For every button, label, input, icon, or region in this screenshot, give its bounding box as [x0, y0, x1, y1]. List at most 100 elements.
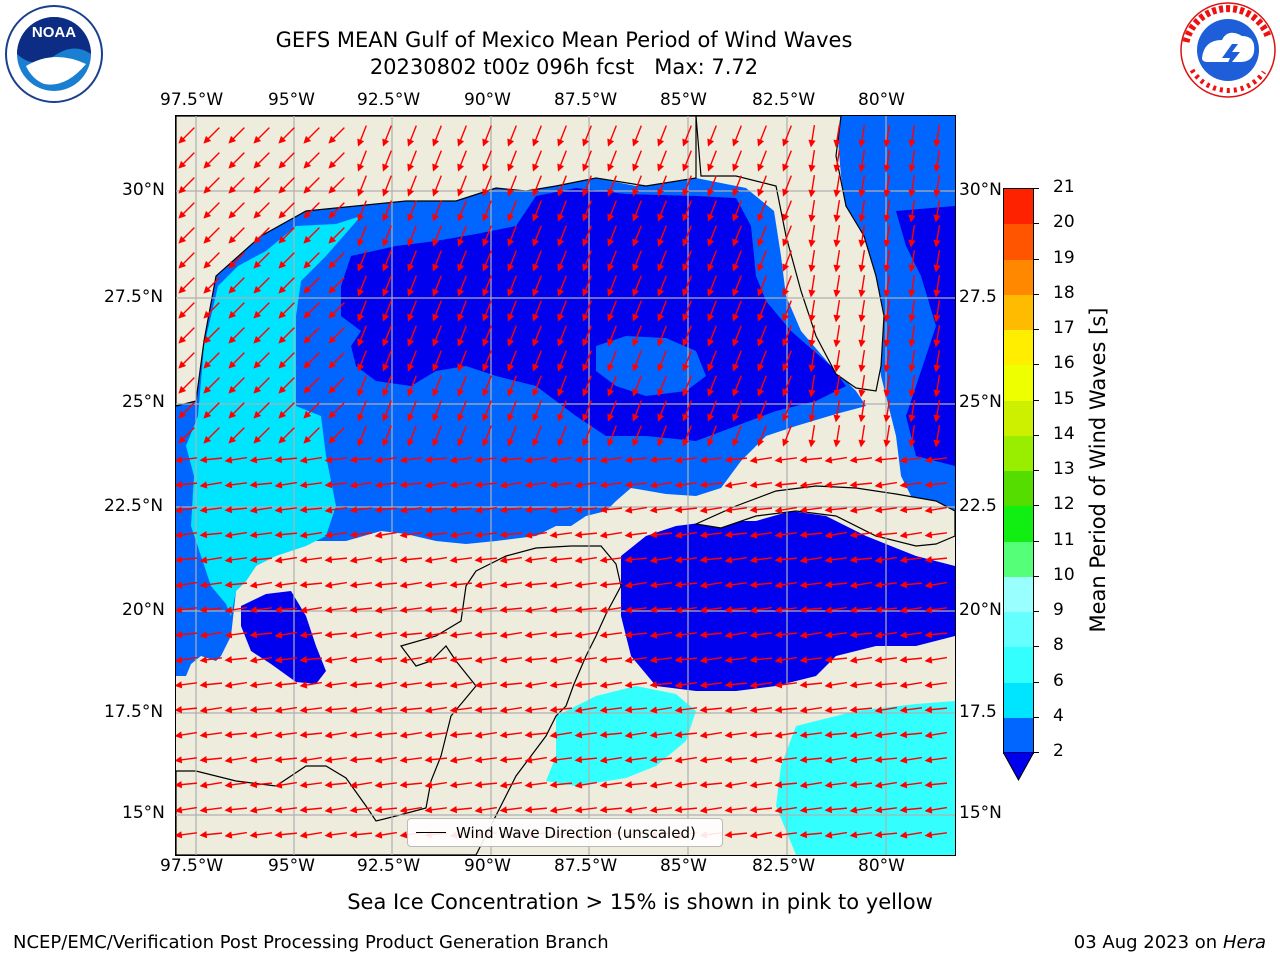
wave-arrow [378, 807, 398, 811]
wave-arrow-head [824, 655, 833, 664]
wave-arrow [303, 782, 323, 786]
wave-arrow [181, 227, 195, 241]
wave-arrow [878, 832, 898, 836]
wave-arrow-head [782, 338, 790, 347]
wave-arrow [256, 402, 270, 416]
wave-arrow-head [407, 413, 415, 422]
wave-arrow-head [808, 139, 816, 148]
wave-arrow [281, 227, 295, 241]
wave-arrow [359, 300, 367, 318]
wave-arrow-head [632, 188, 640, 197]
wave-arrow-head [707, 438, 715, 447]
wave-arrow-head [649, 706, 658, 714]
wave-arrow-head [582, 363, 590, 372]
wave-arrow [609, 425, 617, 443]
wave-arrow [678, 582, 698, 586]
wave-arrow-head [924, 731, 933, 739]
wave-arrow [354, 481, 372, 487]
wave-arrow [653, 657, 673, 661]
wave-arrow [503, 682, 523, 686]
wave-arrow [853, 757, 873, 761]
wave-arrow [478, 707, 498, 711]
wave-arrow [784, 425, 792, 443]
wave-arrow-head [228, 135, 237, 144]
wave-arrow [835, 300, 841, 318]
wave-arrow [854, 656, 872, 662]
wave-arrow-head [557, 263, 565, 272]
wave-arrow-head [699, 456, 708, 464]
wave-arrow-head [649, 806, 658, 814]
wave-arrow-head [224, 655, 233, 664]
wave-arrow [459, 275, 467, 293]
wave-arrow-head [707, 338, 715, 347]
wave-arrow-head [178, 210, 187, 219]
wave-arrow [853, 607, 873, 611]
wave-arrow-head [682, 263, 690, 272]
wave-arrow [528, 582, 548, 586]
wave-arrow-head [682, 163, 690, 172]
wave-arrow-head [649, 731, 658, 739]
wave-arrow [484, 350, 492, 368]
wave-arrow [584, 275, 592, 293]
colorbar-tick-mark [1033, 752, 1039, 753]
wave-arrow [929, 806, 947, 812]
wave-arrow-head [599, 505, 608, 514]
wave-arrow [628, 532, 648, 536]
wave-arrow-head [299, 531, 308, 539]
colorbar-tick-mark [1033, 399, 1039, 401]
wave-arrow-head [724, 755, 733, 764]
wave-arrow [278, 682, 298, 686]
wave-arrow-head [424, 556, 433, 564]
wave-arrow-head [524, 756, 533, 764]
wave-arrow [784, 175, 792, 193]
wave-arrow-head [224, 706, 233, 714]
wave-arrow-head [228, 260, 237, 269]
wave-arrow-head [382, 238, 390, 247]
wave-arrow-head [574, 680, 583, 689]
wave-arrow [254, 806, 272, 812]
wave-arrow [478, 482, 498, 486]
wave-arrow [885, 275, 891, 293]
wave-arrow-head [908, 289, 916, 298]
wave-arrow [303, 707, 323, 711]
wave-arrow-head [599, 756, 608, 764]
wave-arrow-head [303, 410, 312, 419]
wave-arrow-head [224, 556, 233, 564]
wave-arrow-head [557, 163, 565, 172]
wave-arrow [534, 400, 542, 418]
wave-arrow-head [624, 705, 633, 714]
wave-arrow-head [933, 164, 941, 173]
wave-arrow-head [849, 681, 858, 689]
wave-arrow [609, 300, 617, 318]
wave-arrow [810, 350, 816, 368]
wave-arrow [229, 756, 247, 762]
wave-arrow [384, 175, 392, 193]
wave-arrow-head [482, 188, 490, 197]
wave-arrow-head [724, 631, 733, 639]
atlantic-dark-region [896, 206, 955, 466]
wave-arrow-head [424, 631, 433, 639]
wave-arrow [603, 807, 623, 811]
wave-arrow-head [582, 388, 590, 397]
wave-arrow [910, 200, 916, 218]
map-panel[interactable] [175, 115, 956, 856]
wave-arrow [853, 707, 873, 711]
wave-arrow [231, 352, 245, 366]
wave-arrow [434, 225, 442, 243]
wave-arrow-head [357, 413, 365, 422]
wave-arrow [529, 756, 547, 762]
wave-arrow-head [899, 606, 908, 614]
wave-arrow-head [632, 288, 640, 297]
wave-arrow [409, 125, 417, 143]
wave-arrow-head [749, 481, 758, 489]
wave-arrow-head [349, 731, 358, 739]
wave-arrow [403, 557, 423, 561]
wave-arrow-head [374, 831, 383, 839]
wave-arrow-head [674, 531, 683, 539]
wave-arrow [759, 175, 767, 193]
wave-arrow [779, 731, 797, 737]
wave-arrow [359, 350, 367, 368]
wave-arrow [409, 425, 417, 443]
wave-arrow [484, 125, 492, 143]
wave-arrow-head [303, 435, 312, 444]
